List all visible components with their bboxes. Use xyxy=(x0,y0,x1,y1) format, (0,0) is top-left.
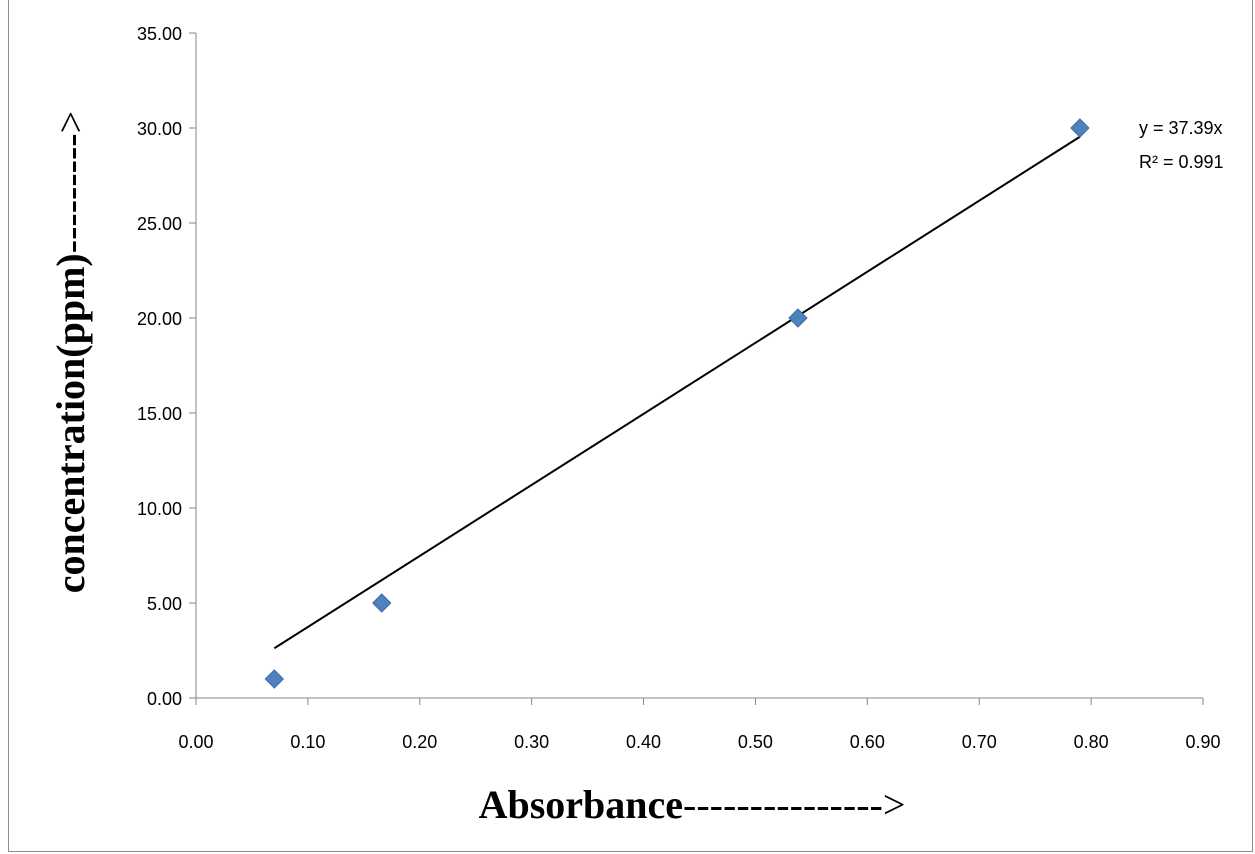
trendline-r-squared: R² = 0.991 xyxy=(1139,152,1224,172)
x-tick-label: 0.10 xyxy=(290,732,325,752)
plot-area xyxy=(195,33,1203,699)
y-tick-label: 0.00 xyxy=(147,689,182,709)
y-tick-label: 20.00 xyxy=(137,309,182,329)
x-tick-label: 0.90 xyxy=(1185,732,1220,752)
data-point xyxy=(1070,118,1090,138)
y-tick-label: 15.00 xyxy=(137,404,182,424)
trendline-group xyxy=(273,135,1081,650)
x-axis-title: Absorbance---------------> xyxy=(479,782,906,827)
trendline-equation: y = 37.39x xyxy=(1139,118,1223,138)
x-axis-arrow: ---------------> xyxy=(683,782,905,827)
x-axis-label: Absorbance xyxy=(479,782,683,827)
x-tick-label: 0.40 xyxy=(626,732,661,752)
y-tick-label: 25.00 xyxy=(137,214,182,234)
y-tick-label: 5.00 xyxy=(147,594,182,614)
x-tick-label: 0.80 xyxy=(1074,732,1109,752)
chart-frame xyxy=(8,0,1253,852)
data-point xyxy=(264,669,285,689)
y-tick-label: 35.00 xyxy=(137,24,182,44)
data-points xyxy=(264,118,1090,689)
y-axis-title: concentration(ppm)---------> xyxy=(48,111,93,593)
x-tick-label: 0.00 xyxy=(178,732,213,752)
data-point xyxy=(788,308,808,328)
y-tick-label: 10.00 xyxy=(137,499,182,519)
x-tick-label: 0.60 xyxy=(850,732,885,752)
x-tick-label: 0.70 xyxy=(962,732,997,752)
y-tick-label: 30.00 xyxy=(137,119,182,139)
x-tick-label: 0.20 xyxy=(402,732,437,752)
y-axis-label: concentration(ppm) xyxy=(48,253,93,593)
x-tick-label: 0.30 xyxy=(514,732,549,752)
y-axis-ticks: 0.00 5.00 10.00 15.00 20.00 25.00 30.00 35.00 xyxy=(137,24,196,709)
data-point xyxy=(372,593,392,613)
y-axis-arrow: ---------> xyxy=(48,111,93,253)
x-tick-label: 0.50 xyxy=(738,732,773,752)
x-axis-ticks: 0.00 0.10 0.20 0.30 0.40 0.50 0.60 0.70 0.80 0.90 xyxy=(178,698,1221,752)
trendline xyxy=(273,135,1081,650)
